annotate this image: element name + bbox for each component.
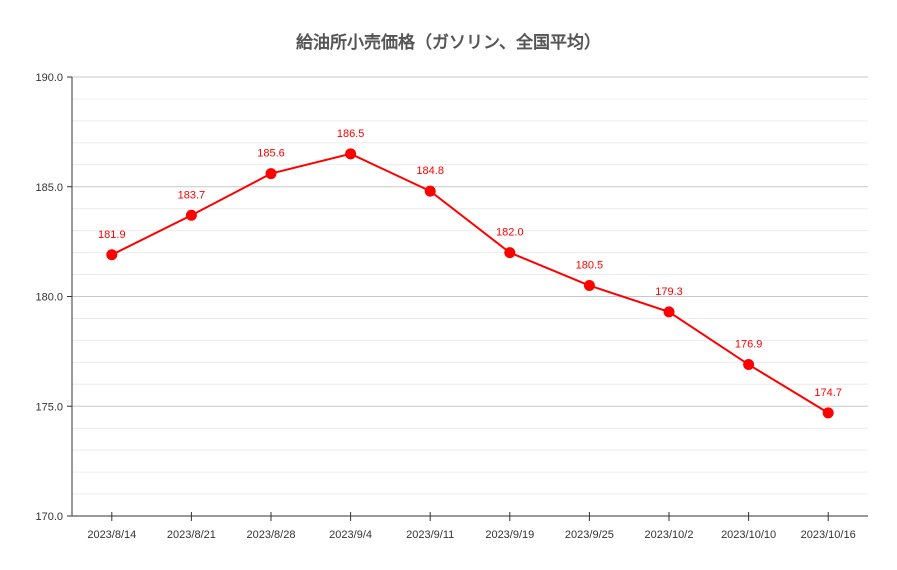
data-label: 184.8	[416, 165, 444, 177]
x-tick-label: 2023/10/10	[721, 529, 776, 541]
data-labels: 181.9 183.7 185.6 186.5 184.8 182.0 180.5 179.3…	[98, 128, 842, 399]
data-label: 186.5	[337, 128, 365, 140]
data-series	[106, 148, 834, 419]
data-label: 174.7	[814, 387, 842, 399]
x-tick-label: 2023/10/2	[645, 529, 694, 541]
data-label: 183.7	[178, 189, 206, 201]
y-tick-label: 185.0	[35, 182, 63, 194]
grid-lines	[72, 76, 868, 495]
data-point	[345, 148, 357, 160]
x-tick-label: 2023/9/25	[565, 529, 614, 541]
data-point	[265, 168, 277, 180]
data-label: 176.9	[735, 339, 763, 351]
y-tick-label: 170.0	[35, 511, 63, 523]
data-label: 180.5	[576, 260, 604, 272]
data-label: 182.0	[496, 227, 524, 239]
x-tick-label: 2023/8/14	[87, 529, 136, 541]
y-tick-label: 180.0	[35, 292, 63, 304]
x-tick-label: 2023/9/4	[329, 529, 372, 541]
x-tick-label: 2023/10/16	[801, 529, 856, 541]
data-label: 181.9	[98, 229, 126, 241]
y-tick-label: 175.0	[35, 401, 63, 413]
data-point	[583, 280, 595, 292]
series-line	[111, 152, 829, 414]
data-point	[185, 209, 197, 221]
x-axis-ticks: 2023/8/14 2023/8/21 2023/8/28 2023/9/4 2023/…	[87, 512, 856, 541]
chart-title: 給油所小売価格（ガソリン、全国平均）	[296, 33, 601, 53]
x-tick-label: 2023/8/28	[247, 529, 296, 541]
x-tick-label: 2023/9/11	[406, 529, 454, 541]
data-point	[504, 247, 516, 259]
x-tick-label: 2023/8/21	[167, 529, 216, 541]
data-label: 185.6	[257, 148, 285, 160]
data-point	[424, 185, 436, 197]
y-axis-ticks: 170.0 175.0 180.0 185.0 190.0	[35, 72, 72, 523]
x-tick-label: 2023/9/19	[485, 529, 534, 541]
data-point	[822, 407, 834, 419]
data-point	[743, 359, 755, 371]
data-label: 179.3	[655, 286, 683, 298]
data-point	[106, 249, 118, 261]
y-tick-label: 190.0	[35, 72, 63, 84]
data-point	[663, 306, 675, 318]
